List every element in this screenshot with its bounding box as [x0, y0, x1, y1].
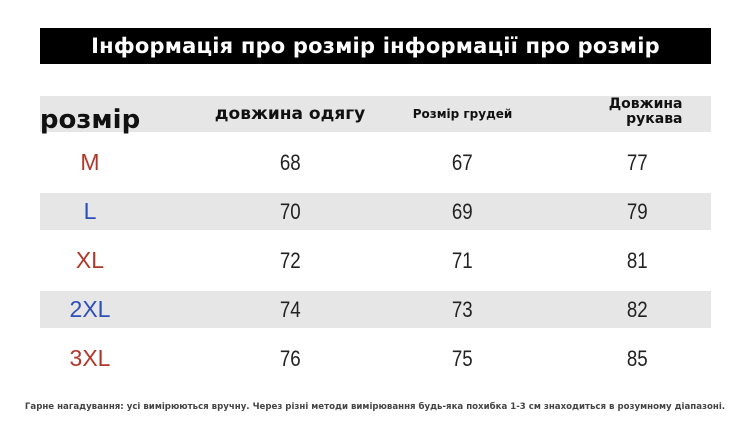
size-table: розмір довжина одягу Розмір грудей Довжи… — [40, 96, 711, 389]
length-value: 70 — [279, 198, 301, 224]
chest-value: 71 — [452, 247, 473, 273]
size-label: L — [83, 198, 97, 224]
table-header-row: розмір довжина одягу Розмір грудей Довжи… — [40, 96, 711, 135]
table-row: XL 72 71 81 — [40, 242, 711, 279]
table-row: 3XL 76 75 85 — [40, 340, 711, 377]
size-label: XL — [75, 247, 105, 273]
header-size: розмір — [39, 105, 141, 135]
table-row: 2XL 74 73 82 — [40, 291, 711, 328]
length-value: 76 — [279, 345, 301, 371]
length-value: 72 — [279, 247, 301, 273]
chest-value: 67 — [452, 149, 473, 175]
measurement-note: Гарне нагадування: усі вимірюються вручн… — [24, 402, 726, 412]
chest-value: 75 — [452, 345, 473, 371]
size-label: 2XL — [69, 296, 111, 322]
sleeve-value: 85 — [627, 345, 648, 371]
table-row: L 70 69 79 — [40, 193, 711, 230]
sleeve-value: 82 — [627, 296, 648, 322]
sleeve-value: 77 — [627, 149, 648, 175]
header-garment-length: довжина одягу — [214, 104, 366, 124]
page-title: Інформація про розмір інформації про роз… — [40, 28, 711, 64]
length-value: 68 — [279, 149, 301, 175]
header-sleeve-length: Довжина рукава — [608, 96, 683, 127]
header-chest-size: Розмір грудей — [412, 107, 513, 121]
size-label: M — [80, 149, 100, 175]
size-label: 3XL — [69, 345, 111, 371]
sleeve-value: 79 — [627, 198, 648, 224]
length-value: 74 — [279, 296, 301, 322]
chest-value: 73 — [452, 296, 473, 322]
chest-value: 69 — [452, 198, 473, 224]
table-row: M 68 67 77 — [40, 144, 711, 181]
sleeve-value: 81 — [627, 247, 648, 273]
